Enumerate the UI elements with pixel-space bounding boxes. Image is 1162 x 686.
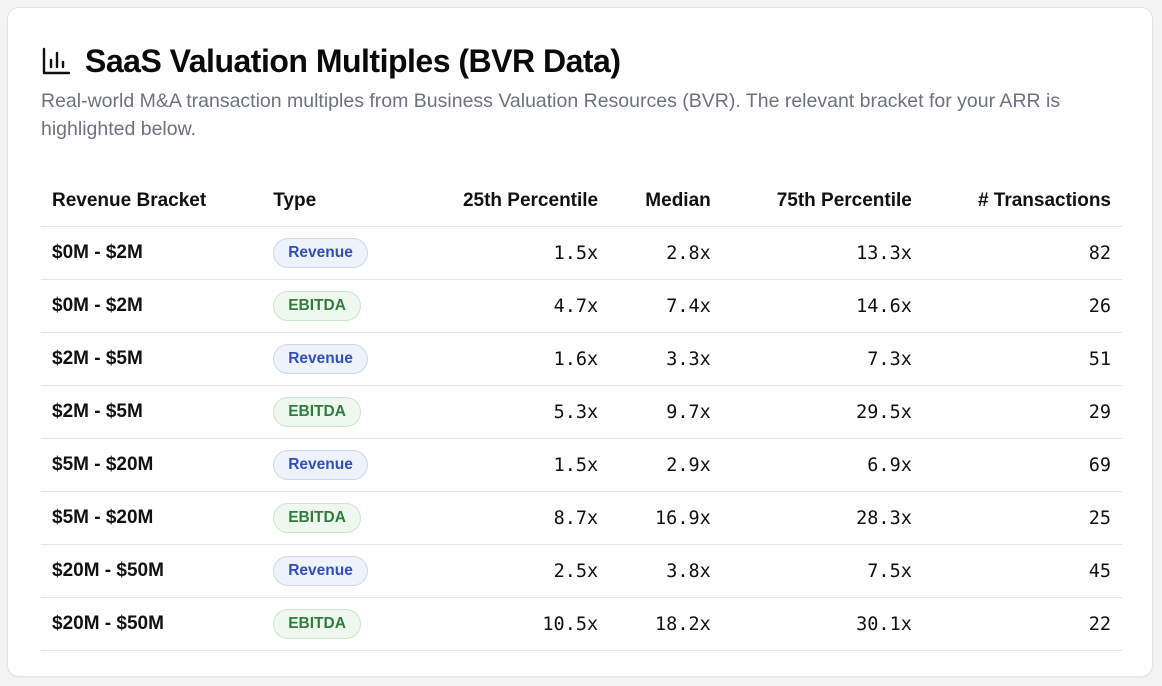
p75-cell: 13.3x bbox=[721, 226, 923, 280]
median-cell: 18.2x bbox=[609, 597, 722, 651]
table-row: $2M - $5M Revenue 1.6x 3.3x 7.3x 51 bbox=[41, 332, 1122, 386]
p25-cell: 1.6x bbox=[408, 332, 610, 386]
p25-cell: 10.5x bbox=[408, 597, 610, 651]
p25-cell: 4.7x bbox=[408, 279, 610, 333]
table-row: $20M - $50M EBITDA 10.5x 18.2x 30.1x 22 bbox=[41, 597, 1122, 651]
valuation-card: SaaS Valuation Multiples (BVR Data) Real… bbox=[7, 7, 1153, 677]
type-cell: EBITDA bbox=[262, 385, 409, 439]
header-row: Revenue Bracket Type 25th Percentile Med… bbox=[41, 175, 1122, 227]
p75-cell: 7.3x bbox=[721, 332, 923, 386]
transactions-cell: 25 bbox=[922, 491, 1122, 545]
median-cell: 9.7x bbox=[609, 385, 722, 439]
type-badge: EBITDA bbox=[273, 609, 361, 639]
table-row: $0M - $2M Revenue 1.5x 2.8x 13.3x 82 bbox=[41, 226, 1122, 280]
column-header-median: Median bbox=[609, 175, 722, 227]
table-row: $0M - $2M EBITDA 4.7x 7.4x 14.6x 26 bbox=[41, 279, 1122, 333]
median-cell: 2.8x bbox=[609, 226, 722, 280]
p75-cell: 14.6x bbox=[721, 279, 923, 333]
p75-cell: 6.9x bbox=[721, 438, 923, 492]
transactions-cell: 45 bbox=[922, 544, 1122, 598]
type-badge: Revenue bbox=[273, 450, 368, 480]
column-header-transactions: # Transactions bbox=[922, 175, 1122, 227]
revenue-bracket-cell: $2M - $5M bbox=[41, 385, 263, 439]
page-title: SaaS Valuation Multiples (BVR Data) bbox=[85, 43, 621, 79]
revenue-bracket-cell: $0M - $2M bbox=[41, 226, 263, 280]
median-cell: 3.3x bbox=[609, 332, 722, 386]
revenue-bracket-cell: $2M - $5M bbox=[41, 332, 263, 386]
type-badge: Revenue bbox=[273, 344, 368, 374]
median-cell: 2.9x bbox=[609, 438, 722, 492]
type-badge: Revenue bbox=[273, 238, 368, 268]
type-cell: Revenue bbox=[262, 332, 409, 386]
column-header-type: Type bbox=[262, 175, 409, 227]
column-header-revenue-bracket: Revenue Bracket bbox=[41, 175, 263, 227]
type-cell: EBITDA bbox=[262, 597, 409, 651]
p25-cell: 1.5x bbox=[408, 438, 610, 492]
transactions-cell: 26 bbox=[922, 279, 1122, 333]
p25-cell: 2.5x bbox=[408, 544, 610, 598]
p25-cell: 5.3x bbox=[408, 385, 610, 439]
type-cell: EBITDA bbox=[262, 279, 409, 333]
revenue-bracket-cell: $0M - $2M bbox=[41, 279, 263, 333]
type-cell: Revenue bbox=[262, 438, 409, 492]
type-cell: EBITDA bbox=[262, 491, 409, 545]
p75-cell: 30.1x bbox=[721, 597, 923, 651]
revenue-bracket-cell: $20M - $50M bbox=[41, 544, 263, 598]
median-cell: 3.8x bbox=[609, 544, 722, 598]
p75-cell: 28.3x bbox=[721, 491, 923, 545]
title-row: SaaS Valuation Multiples (BVR Data) bbox=[41, 41, 1121, 81]
type-cell: Revenue bbox=[262, 226, 409, 280]
transactions-cell: 29 bbox=[922, 385, 1122, 439]
card-header: SaaS Valuation Multiples (BVR Data) Real… bbox=[41, 41, 1121, 143]
p25-cell: 8.7x bbox=[408, 491, 610, 545]
revenue-bracket-cell: $5M - $20M bbox=[41, 438, 263, 492]
revenue-bracket-cell: $5M - $20M bbox=[41, 491, 263, 545]
revenue-bracket-cell: $20M - $50M bbox=[41, 597, 263, 651]
table-row: $5M - $20M Revenue 1.5x 2.9x 6.9x 69 bbox=[41, 438, 1122, 492]
table-body: $0M - $2M Revenue 1.5x 2.8x 13.3x 82 $0M… bbox=[41, 226, 1122, 651]
transactions-cell: 82 bbox=[922, 226, 1122, 280]
transactions-cell: 22 bbox=[922, 597, 1122, 651]
p25-cell: 1.5x bbox=[408, 226, 610, 280]
type-badge: EBITDA bbox=[273, 291, 361, 321]
median-cell: 7.4x bbox=[609, 279, 722, 333]
p75-cell: 29.5x bbox=[721, 385, 923, 439]
table-header: Revenue Bracket Type 25th Percentile Med… bbox=[41, 175, 1122, 227]
type-cell: Revenue bbox=[262, 544, 409, 598]
transactions-cell: 51 bbox=[922, 332, 1122, 386]
table-row: $20M - $50M Revenue 2.5x 3.8x 7.5x 45 bbox=[41, 544, 1122, 598]
page-subtitle: Real-world M&A transaction multiples fro… bbox=[41, 90, 1061, 140]
type-badge: EBITDA bbox=[273, 397, 361, 427]
table-row: $5M - $20M EBITDA 8.7x 16.9x 28.3x 25 bbox=[41, 491, 1122, 545]
column-header-75th-percentile: 75th Percentile bbox=[721, 175, 923, 227]
median-cell: 16.9x bbox=[609, 491, 722, 545]
column-header-25th-percentile: 25th Percentile bbox=[408, 175, 610, 227]
transactions-cell: 69 bbox=[922, 438, 1122, 492]
multiples-table: Revenue Bracket Type 25th Percentile Med… bbox=[41, 175, 1122, 651]
type-badge: EBITDA bbox=[273, 503, 361, 533]
table-row: $2M - $5M EBITDA 5.3x 9.7x 29.5x 29 bbox=[41, 385, 1122, 439]
bar-chart-icon bbox=[41, 46, 71, 76]
p75-cell: 7.5x bbox=[721, 544, 923, 598]
type-badge: Revenue bbox=[273, 556, 368, 586]
